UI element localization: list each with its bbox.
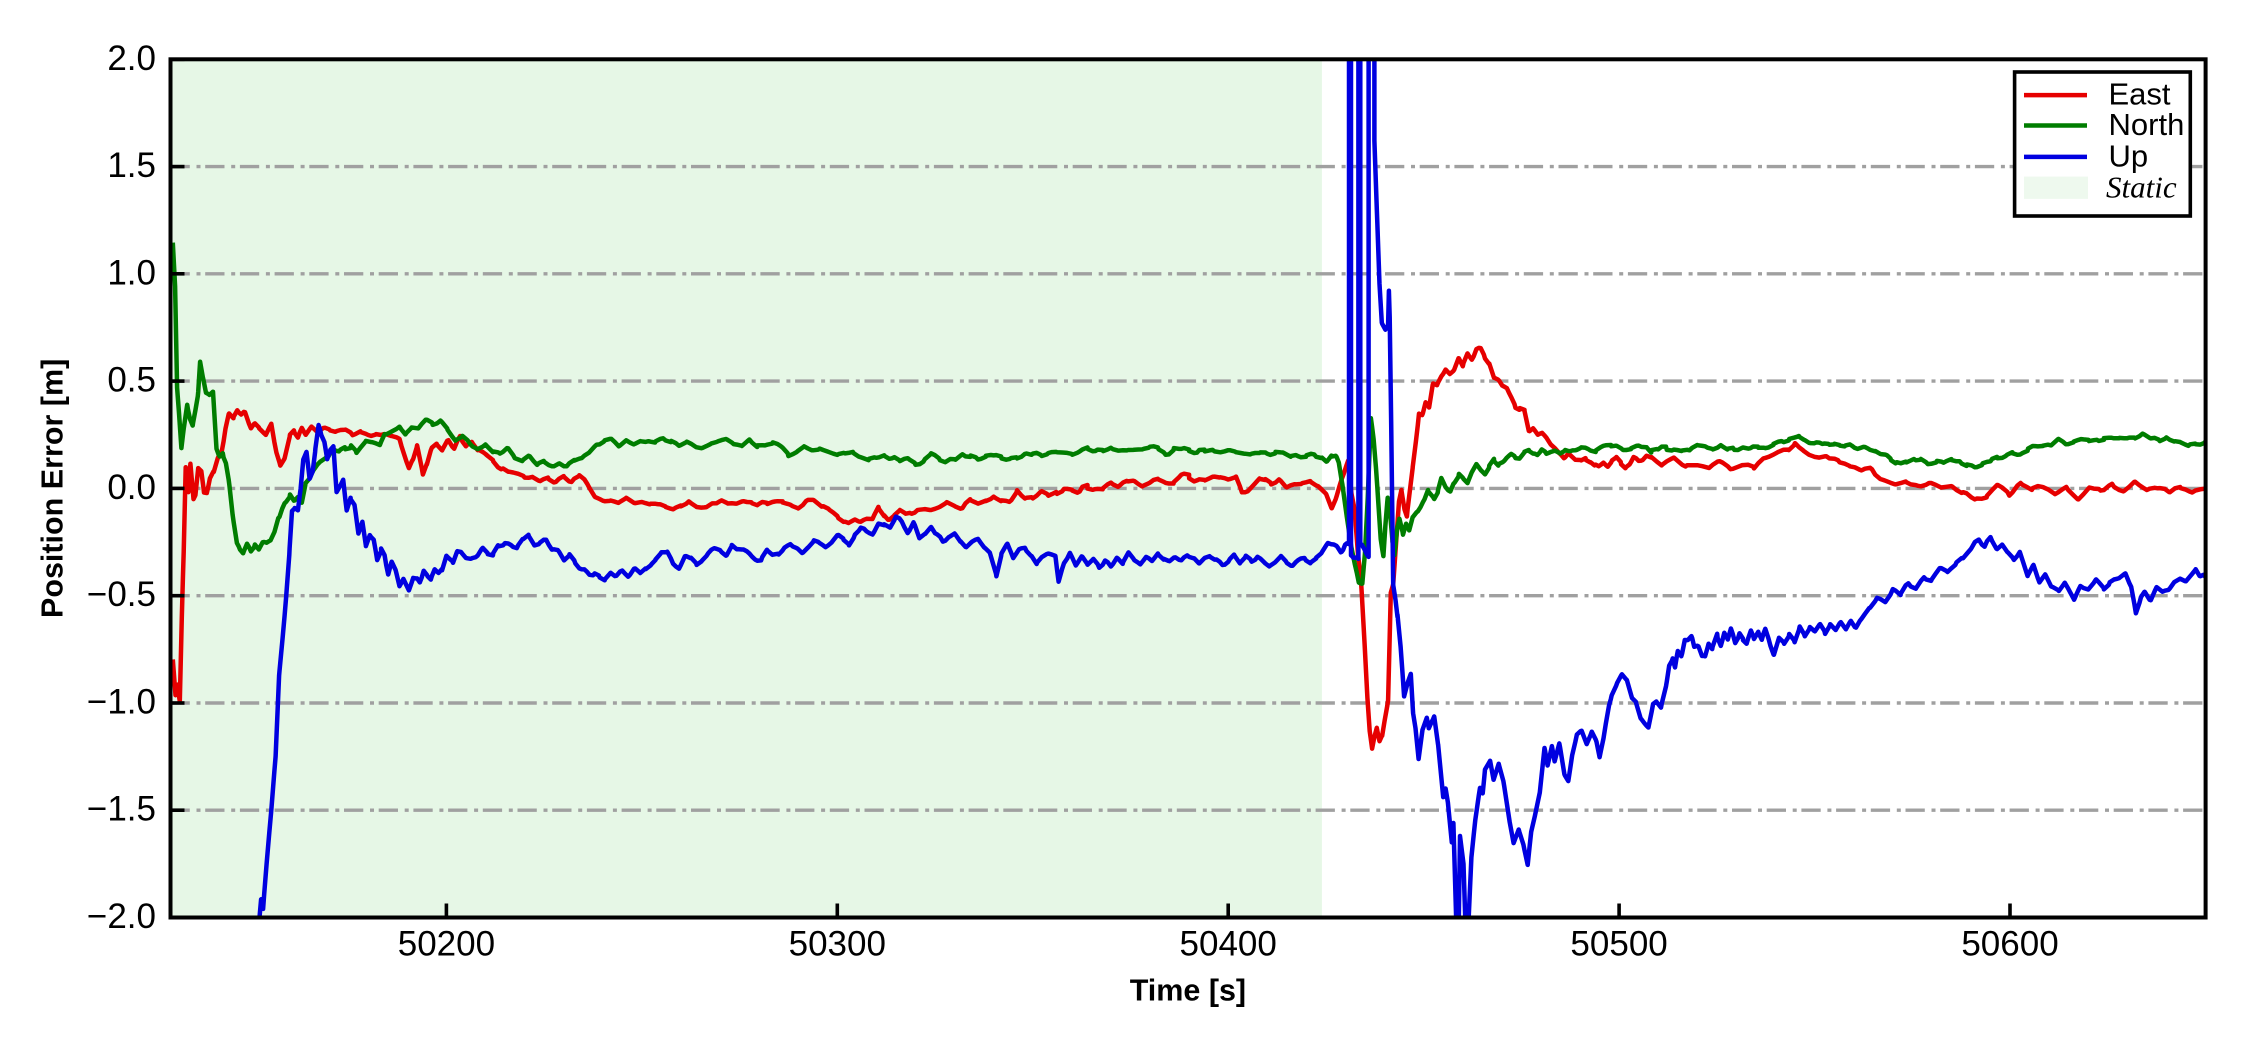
svg-text:Time [s]: Time [s] [1130,974,1246,1008]
svg-text:2.0: 2.0 [107,39,156,78]
svg-text:50200: 50200 [398,925,495,964]
svg-text:−1.0: −1.0 [87,683,156,722]
svg-text:North: North [2109,107,2185,142]
svg-text:East: East [2109,77,2171,112]
svg-text:0.0: 0.0 [107,468,156,507]
svg-text:Position Error [m]: Position Error [m] [36,359,70,618]
svg-text:−2.0: −2.0 [87,897,156,936]
svg-text:50300: 50300 [789,925,886,964]
svg-text:1.5: 1.5 [107,146,156,185]
svg-text:50600: 50600 [1961,925,2058,964]
svg-text:Static: Static [2106,170,2177,205]
svg-text:Up: Up [2109,138,2149,173]
svg-text:50400: 50400 [1180,925,1277,964]
svg-text:50500: 50500 [1570,925,1667,964]
svg-text:−0.5: −0.5 [87,575,156,614]
svg-text:1.0: 1.0 [107,253,156,292]
svg-text:−1.5: −1.5 [87,790,156,829]
svg-text:0.5: 0.5 [107,361,156,400]
